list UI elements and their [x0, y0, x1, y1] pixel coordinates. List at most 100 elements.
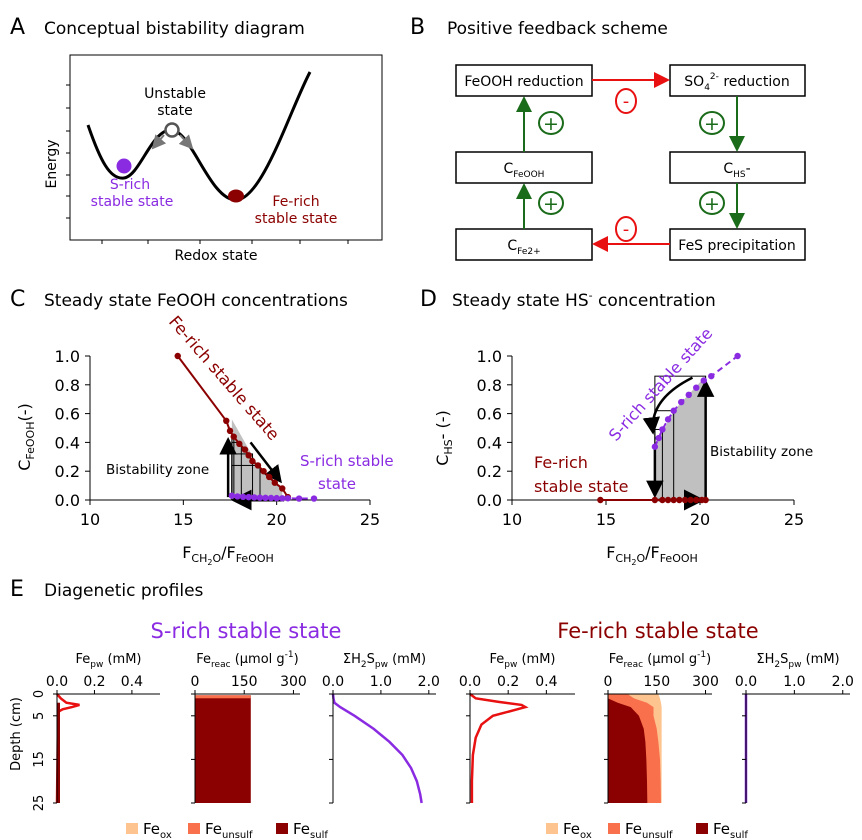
top-tick-label: 2.0 [418, 674, 440, 690]
legend-swatch [126, 823, 138, 834]
x-tick-label: 15 [173, 510, 193, 529]
fe-sulf-area [608, 694, 648, 803]
top-tick-label: 150 [231, 674, 258, 690]
fe_rich-point [241, 446, 249, 453]
fes-precipitation-text: FeS precipitation [678, 238, 795, 254]
fe_rich-point [693, 496, 700, 504]
c-feooh-text: CFeOOH [504, 161, 545, 180]
s_rich-point [295, 495, 303, 502]
feooh-reduction-box [455, 64, 593, 97]
fe_rich-point [226, 427, 234, 435]
minus-sign-top: - [615, 88, 637, 114]
legend-swatch [276, 823, 288, 834]
top-tick-label: 2.0 [832, 674, 854, 690]
panel-e-profiles: 0.0 0.2 0.4 0 5 15 25 Fepw (mM) 0 150 300 Fereac (µ… [32, 650, 854, 811]
top-tick-label: 0.0 [46, 674, 68, 690]
fe_rich-point [670, 496, 677, 504]
s_rich-point [700, 377, 707, 384]
fereac-axis-title: Fereac (µmol g-1) [609, 650, 711, 670]
legend-swatch [608, 823, 620, 834]
feooh-reduction-text: FeOOH reduction [464, 74, 583, 90]
legend-label: Feunsulf [205, 820, 253, 840]
panel-a: A Conceptual bistability diagram Unstabl… [10, 15, 383, 264]
s_rich-point [279, 495, 286, 502]
s-rich-label-2: stable state [91, 194, 174, 210]
fe_rich-point [659, 496, 666, 504]
panel-b: B Positive feedback scheme FeOOH reducti… [410, 15, 806, 261]
fe_rich-point [249, 457, 256, 465]
y-tick-label: 0.4 [477, 433, 502, 452]
fe_rich-point [260, 468, 267, 475]
fereac-axis-title: Fereac (µmol g-1) [196, 650, 298, 670]
panel-e-letter: E [10, 577, 24, 602]
legend-label: Feox [143, 820, 172, 840]
y-tick-label: 1.0 [477, 347, 502, 366]
svg-text:+: + [543, 193, 559, 215]
panel-a-ticks [66, 84, 349, 244]
profile-fe_rich-fereac: 0 150 300 Fereac (µmol g-1) [604, 650, 719, 804]
profile-fe_rich-h2s: 0.0 1.0 2.0 ΣH2Spw (mM) [735, 652, 854, 804]
s_rich-point [251, 494, 258, 501]
y-tick-label: 0.8 [477, 376, 502, 395]
panel-d: D Steady state HS- concentration 10 15 20 2… [420, 287, 813, 567]
legend-swatch [696, 823, 708, 834]
s_rich-point [678, 398, 685, 406]
x-tick-label: 25 [784, 510, 804, 529]
c-hs-box [669, 151, 806, 184]
fe_rich-point [597, 496, 604, 504]
zone-curve-arrow [642, 376, 694, 435]
profile-s_rich-fepw: 0.0 0.2 0.4 0 5 15 25 Fepw (mM) [32, 652, 160, 811]
s_rich-point [670, 407, 677, 414]
profile-s_rich-fereac: 0 150 300 Fereac (µmol g-1) [191, 650, 307, 804]
top-tick-label: 0 [604, 674, 613, 690]
x-tick-label: 20 [690, 510, 710, 529]
s-rich-profiles-title: S-rich stable state [151, 619, 342, 643]
x-tick-label: 20 [266, 510, 286, 529]
depth-tick-label: 5 [32, 712, 47, 720]
panel-c-xlabel: FCH2O/FFeOOH [182, 543, 274, 567]
c-hs-text: CHS- [723, 161, 750, 180]
so4-reduction-text: SO42- reduction [684, 72, 789, 93]
panel-c-zone-label: Bistability zone [106, 462, 209, 478]
top-tick-label: 0.0 [459, 674, 481, 690]
panel-e-title: Diagenetic profiles [44, 581, 204, 601]
svg-text:+: + [704, 113, 720, 135]
fepw-profile-line [55, 693, 80, 804]
legend-label: Fesulf [293, 820, 328, 840]
s-rich-label-1: S-rich [110, 177, 150, 193]
s-rich-ball [116, 158, 132, 174]
top-tick-label: 1.0 [783, 674, 805, 690]
svg-text:-: - [623, 91, 630, 112]
top-tick-label: 0.2 [83, 674, 105, 690]
legend-label: Fesulf [713, 820, 748, 840]
depth-tick-label: 15 [32, 751, 47, 768]
legend-label: Feox [563, 820, 592, 840]
fe-rich-label-1: Fe-rich [272, 194, 319, 210]
s_rich-point [239, 493, 247, 501]
unstable-left-arrow [151, 134, 167, 150]
s_rich-point [267, 494, 275, 502]
top-tick-label: 0.0 [735, 674, 757, 690]
s_rich-point [262, 494, 269, 502]
fe_rich-point [676, 496, 683, 504]
svg-text:-: - [623, 219, 630, 240]
panel-c-letter: C [10, 287, 25, 312]
fe_rich-point [254, 462, 262, 469]
fepw-axis-title: Fepw (mM) [76, 652, 142, 670]
unstable-label-2: state [157, 103, 192, 119]
panel-e: E Diagenetic profiles S-rich stable stat… [9, 577, 854, 840]
panel-a-letter: A [10, 15, 25, 40]
s_rich-point [284, 495, 292, 502]
fe_rich-point [223, 417, 230, 424]
panel-b-letter: B [410, 15, 425, 40]
fe_rich-point [664, 496, 672, 504]
zone-diagonal-arrow [249, 441, 282, 484]
y-tick-label: 0.6 [477, 405, 502, 424]
fe_rich-point [687, 496, 694, 504]
top-tick-label: 0.4 [121, 674, 143, 690]
s_rich-point [245, 493, 252, 501]
x-tick-label: 15 [596, 510, 616, 529]
y-tick-label: 0.8 [55, 376, 80, 395]
plus-sign-right-top: + [699, 111, 725, 135]
panel-c: C Steady state FeOOH concentrations 10 15… [10, 287, 394, 567]
